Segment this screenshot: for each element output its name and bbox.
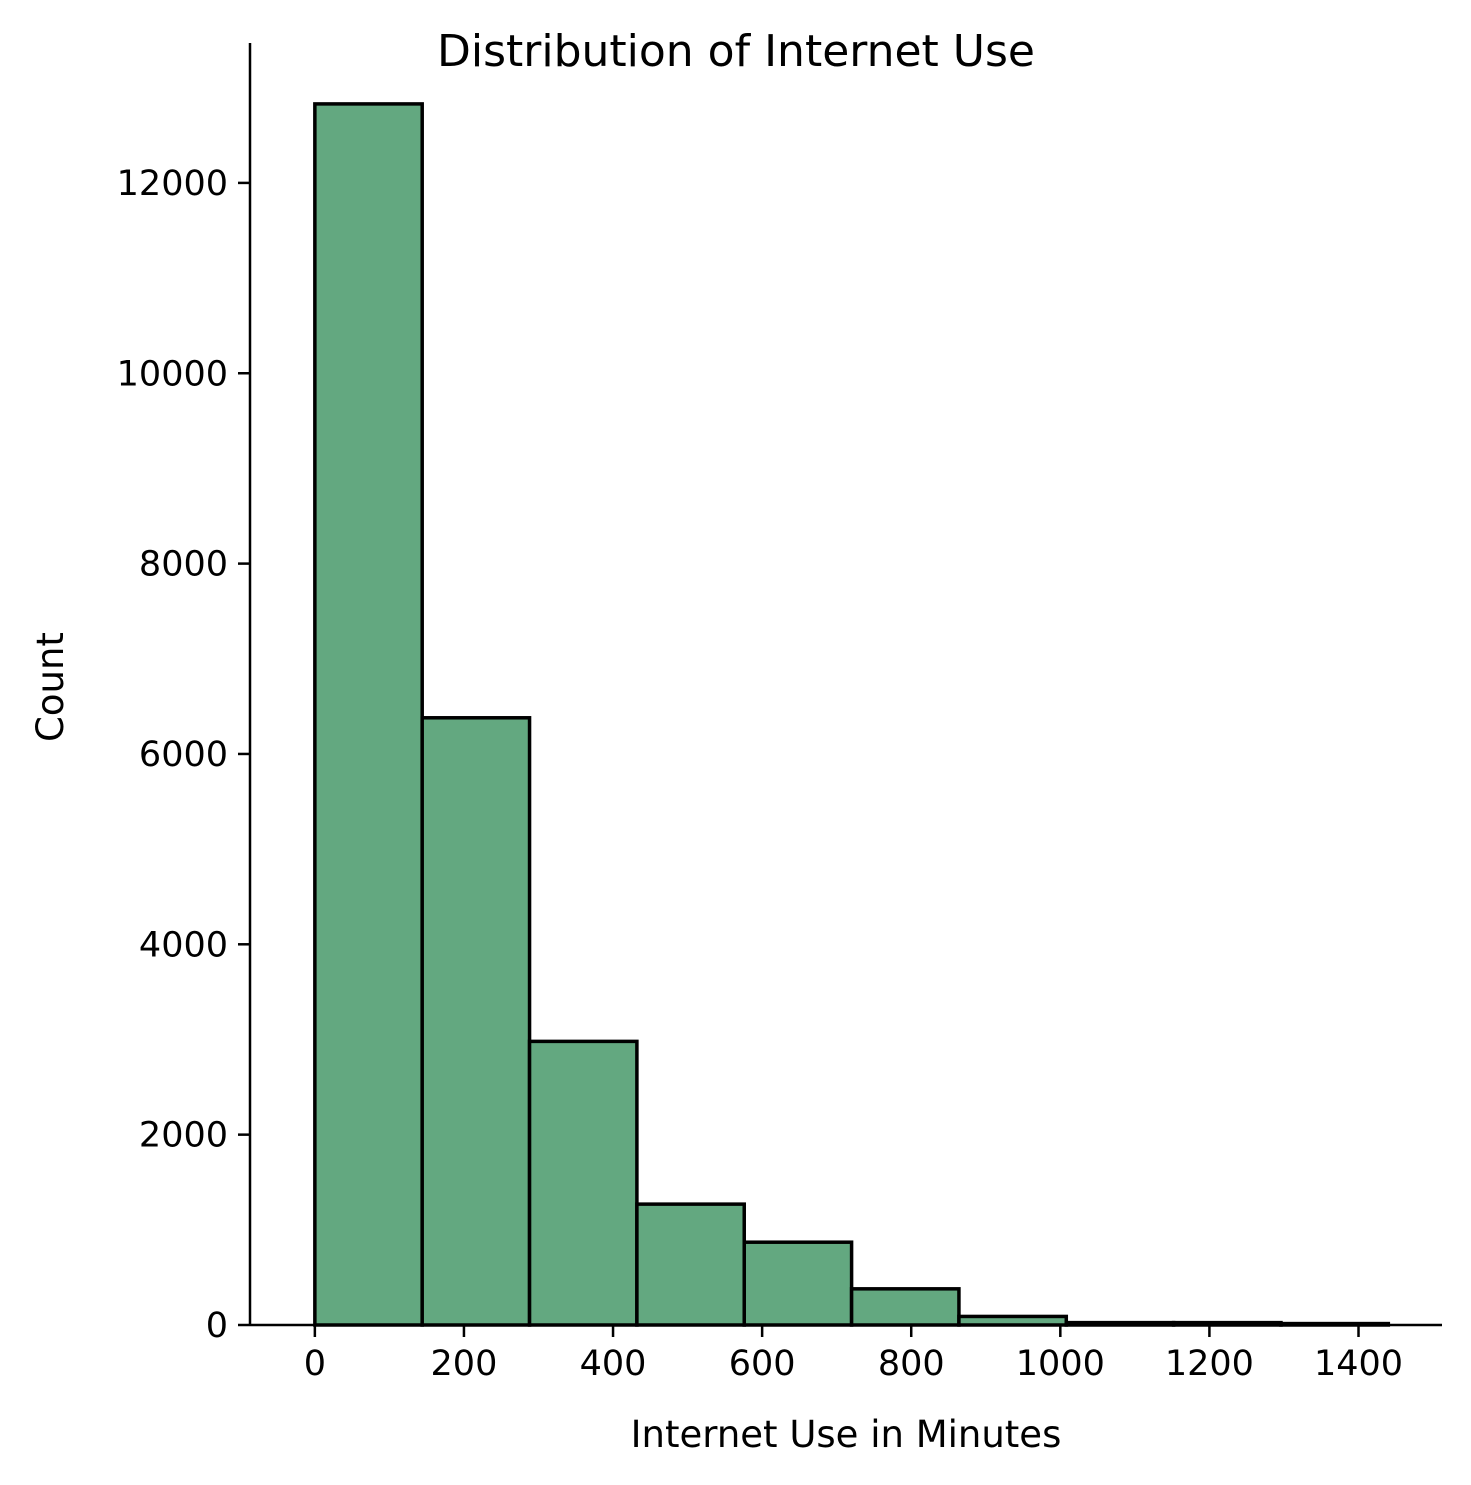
x-tick-label-5: 1000 xyxy=(1016,1344,1105,1384)
x-tick-label-4: 800 xyxy=(878,1344,945,1384)
x-axis-label: Internet Use in Minutes xyxy=(631,1413,1062,1456)
x-tick-label-1: 200 xyxy=(431,1344,498,1384)
y-tick-label-5: 10000 xyxy=(117,354,228,394)
x-tick-label-2: 400 xyxy=(580,1344,647,1384)
histogram-bar-5 xyxy=(849,1287,961,1327)
y-tick-label-1: 2000 xyxy=(139,1116,228,1156)
y-axis-label: Count xyxy=(29,632,72,742)
x-tick-label-3: 600 xyxy=(729,1344,796,1384)
histogram-bar-2 xyxy=(527,1039,639,1327)
x-axis-ticks: 0 200 400 600 800 1000 1200 1400 xyxy=(304,1325,1403,1384)
x-tick-label-7: 1400 xyxy=(1314,1344,1403,1384)
y-tick-label-2: 4000 xyxy=(139,925,228,965)
y-tick-label-4: 8000 xyxy=(139,545,228,585)
y-tick-label-0: 0 xyxy=(206,1306,228,1346)
histogram-bar-3 xyxy=(635,1202,746,1327)
bars-group xyxy=(313,102,1391,1327)
histogram-bar-6 xyxy=(957,1314,1069,1327)
chart-title: Distribution of Internet Use xyxy=(437,26,1035,77)
histogram-bar-1 xyxy=(420,716,532,1327)
histogram-bar-0 xyxy=(313,102,424,1327)
y-tick-label-6: 12000 xyxy=(117,164,228,204)
x-tick-label-0: 0 xyxy=(304,1344,326,1384)
histogram-bar-4 xyxy=(742,1240,854,1327)
x-tick-label-6: 1200 xyxy=(1165,1344,1254,1384)
y-axis-ticks: 0 2000 4000 6000 8000 10000 12000 xyxy=(117,164,250,1346)
y-tick-label-3: 6000 xyxy=(139,735,228,775)
